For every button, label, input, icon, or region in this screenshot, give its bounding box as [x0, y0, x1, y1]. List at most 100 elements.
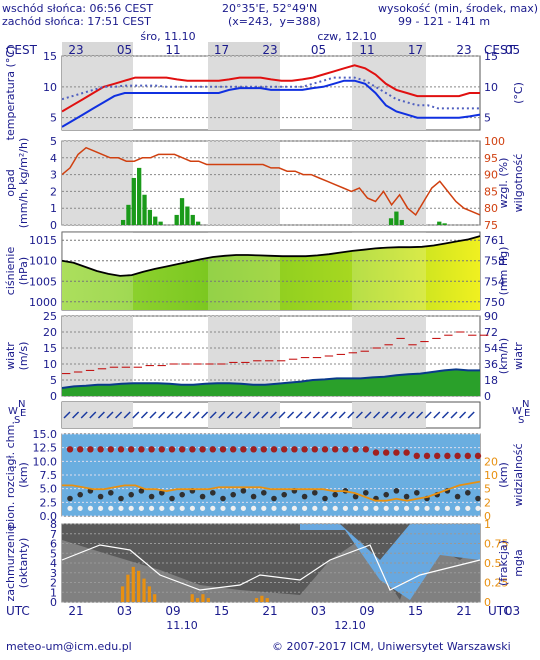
- rain-tick-left: 2: [50, 185, 57, 198]
- temp-tick-right: 10: [484, 81, 498, 94]
- top-hour-label: 11: [165, 43, 180, 57]
- fog-tick-right: 0.5: [484, 557, 502, 570]
- wind-tick-right: 72: [484, 326, 498, 339]
- wind-dir-arrow: [355, 411, 363, 419]
- bottom-hour-label: 03: [311, 604, 326, 618]
- cloudiness-tick-left: 3: [50, 567, 57, 580]
- top-hour-label: 17: [214, 43, 229, 57]
- wind-tick-left: 10: [43, 358, 57, 371]
- pressure-tick-right: 761: [484, 234, 505, 247]
- cloud-low-dot: [322, 505, 328, 511]
- wind-dir-arrow: [398, 411, 406, 419]
- visibility-tick-right: 5: [484, 483, 491, 496]
- cloud-low-dot: [240, 505, 246, 511]
- cloudiness-tick-left: 8: [50, 518, 57, 531]
- cloud-top-dot: [168, 446, 176, 453]
- cloud-low-dot: [444, 505, 450, 511]
- cloud-top-dot: [250, 446, 257, 453]
- wind-dir-arrow: [89, 411, 97, 419]
- cloud-mid-dot: [393, 488, 400, 494]
- cloud-ylabel-unit: (km): [17, 462, 30, 488]
- cloud-top-dot: [301, 446, 308, 453]
- rain-bar: [158, 221, 163, 225]
- cloud-mid-dot: [108, 489, 114, 496]
- visibility-ylabel-unit: (km): [497, 462, 510, 488]
- cloud-top-dot: [311, 446, 318, 453]
- wind-dir-arrow: [106, 411, 114, 419]
- bottom-hour-label: 15: [408, 604, 423, 618]
- cloud-low-dot: [475, 505, 481, 511]
- cloud-low-dot: [465, 505, 471, 511]
- fog-tick-right: 0.75: [484, 538, 509, 551]
- wind-dir-label-e-right: E: [524, 408, 530, 419]
- cloud-top-dot: [158, 446, 165, 453]
- cloud-low-dot: [138, 505, 144, 511]
- wind-dir-label-s: S: [14, 415, 20, 426]
- cloud-low-dot: [189, 505, 195, 511]
- wind-tick-left: 25: [43, 310, 57, 323]
- cloudiness-line: [61, 544, 481, 591]
- wind-dir-label-e: E: [20, 408, 26, 419]
- bottom-day-label: 11.10: [166, 619, 198, 632]
- wind-tick-left: 5: [50, 374, 57, 387]
- cloud-low-dot: [434, 505, 440, 511]
- humidity-tick-right: 90: [484, 169, 498, 182]
- pressure-tick-left: 1005: [29, 275, 57, 288]
- rain-bar: [120, 219, 126, 225]
- wind-tick-right: 18: [484, 374, 498, 387]
- cloud-low-dot: [455, 505, 461, 511]
- wind-dir-arrow: [321, 411, 329, 419]
- wind-dir-arrow: [72, 411, 80, 419]
- timeline-top-band: [352, 42, 426, 57]
- cloud-low-dot: [230, 505, 236, 511]
- altitude-values: 99 - 121 - 141 m: [398, 15, 491, 28]
- visibility-tick-right: 0: [484, 510, 491, 523]
- cloud-low-dot: [169, 505, 175, 511]
- fog-bar: [120, 586, 125, 602]
- cloud-top-dot: [87, 446, 94, 453]
- cloud-mid-dot: [230, 491, 236, 498]
- cloud-low-dot: [128, 505, 134, 511]
- top-day-label: śro, 11.10: [140, 30, 195, 43]
- cloudiness-tick-left: 1: [50, 586, 57, 599]
- cloud-top-dot: [383, 449, 390, 456]
- cloudiness-tick-left: 6: [50, 538, 57, 551]
- cloud-top-dot: [66, 446, 74, 453]
- wind-dir-arrow: [424, 411, 432, 419]
- wind-dir-arrow: [158, 411, 166, 419]
- fog-bar: [260, 595, 264, 602]
- cloudiness-tick-left: 0: [50, 596, 57, 609]
- wind-tick-right: 0: [484, 390, 491, 403]
- cloud-mid-dot: [403, 493, 410, 500]
- rain-ylabel-left: opad: [4, 169, 17, 196]
- rain-tick-left: 5: [50, 135, 57, 148]
- cloudiness-tick-left: 5: [50, 547, 57, 560]
- top-hour-label: 23: [456, 43, 471, 57]
- rain-bar: [394, 211, 399, 225]
- footer-email[interactable]: meteo-um@icm.edu.pl: [6, 640, 132, 653]
- fog-bar: [137, 570, 141, 602]
- temp-tick-left: 5: [50, 112, 57, 125]
- cloud-mid-dot: [363, 489, 369, 496]
- rain-bar: [153, 216, 158, 225]
- cloud-tick-left: 7.5: [40, 469, 58, 482]
- wind-dir-arrow: [347, 411, 355, 419]
- wind-tick-left: 20: [43, 326, 57, 339]
- pressure-tick-right: 750: [484, 296, 505, 309]
- rain-tick-left: 1: [50, 202, 57, 215]
- wind-tick-left: 0: [50, 390, 57, 403]
- night-band: [208, 141, 280, 225]
- night-band: [62, 316, 133, 396]
- wind-dir-arrow: [97, 411, 105, 419]
- cloud-low-dot: [159, 505, 165, 511]
- wind-dir-label-w: W: [8, 406, 18, 417]
- pressure-tick-left: 1000: [29, 296, 57, 309]
- coords-text: 20°35'E, 52°49'N: [222, 2, 318, 15]
- top-hour-label: 17: [408, 43, 423, 57]
- cloud-low-dot: [342, 505, 348, 511]
- footer-copyright: © 2007-2017 ICM, Uniwersytet Warszawski: [272, 640, 511, 653]
- fog-bar: [206, 598, 210, 602]
- night-band: [208, 232, 280, 310]
- rain-bar: [442, 223, 447, 225]
- bottom-hour-label: 09: [165, 604, 180, 618]
